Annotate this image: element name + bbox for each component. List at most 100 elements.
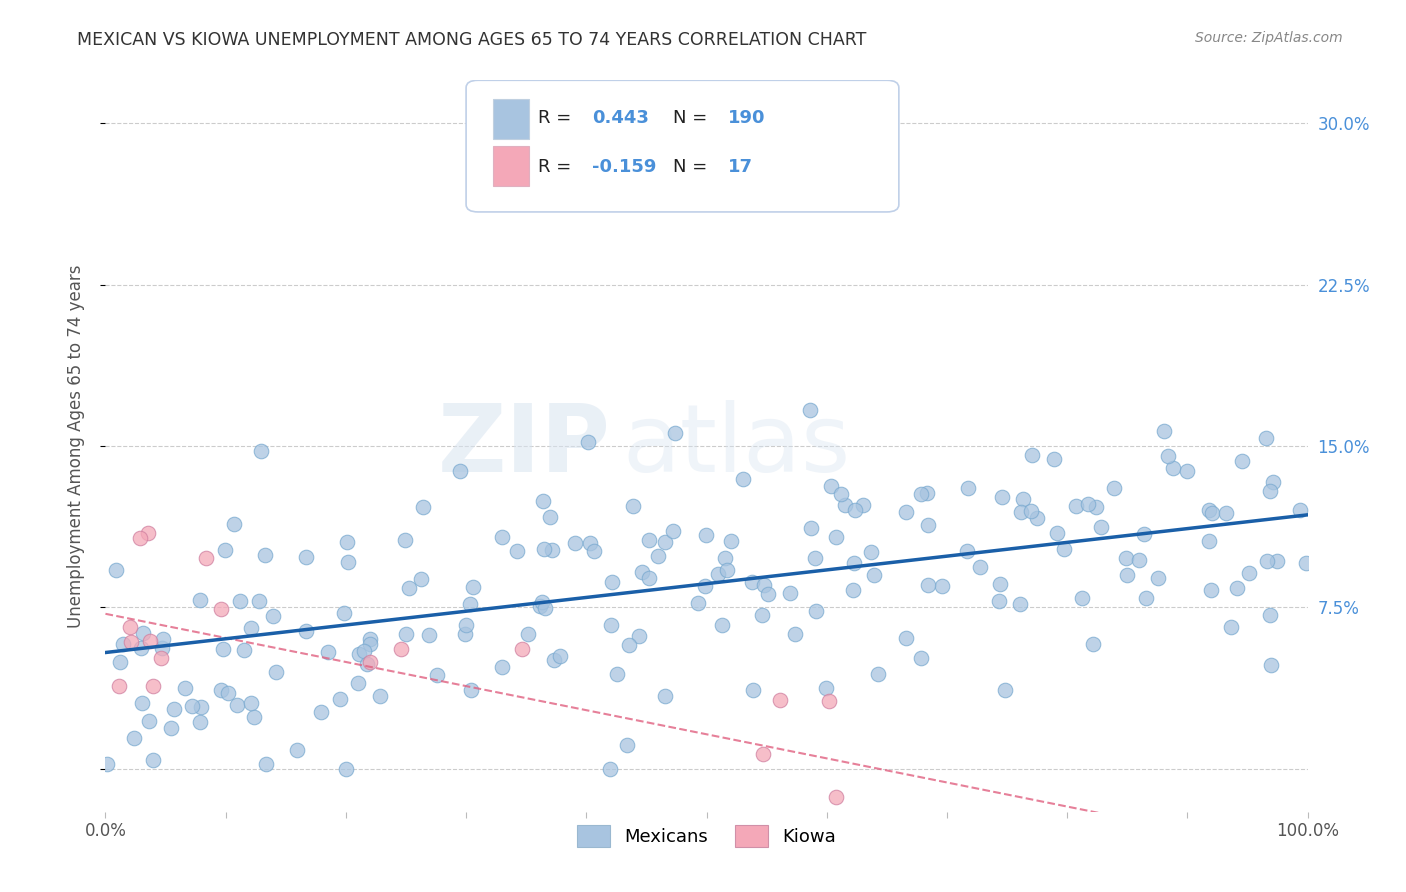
Point [150,641,173,656]
Point [356,657,378,672]
Point [1010,505,1032,519]
Text: R =: R = [538,158,578,176]
Point [1230,453,1253,467]
Point [804,604,827,618]
Point [720,534,742,549]
Point [688,596,710,610]
Point [142,679,165,693]
Point [173,681,195,695]
Point [418,627,440,641]
Point [1090,519,1112,533]
Point [768,692,790,706]
Point [654,689,676,703]
Point [1215,506,1237,520]
Point [1237,566,1260,580]
Text: N =: N = [673,158,718,176]
Point [1043,451,1066,466]
Point [1083,637,1105,651]
Point [398,581,420,595]
Point [1175,465,1198,479]
Point [129,641,152,656]
Point [600,575,623,590]
Point [359,637,381,651]
Point [714,551,737,566]
Point [209,602,232,616]
Point [1053,541,1076,556]
Point [994,683,1017,698]
Point [695,528,717,542]
Text: 190: 190 [728,110,766,128]
Point [533,601,555,615]
Point [662,524,685,538]
Point [531,595,554,609]
Point [190,715,212,730]
Point [409,572,432,586]
Point [159,721,181,735]
Point [195,550,218,565]
Point [751,607,773,622]
Point [138,714,160,728]
Point [254,757,277,772]
Point [1135,591,1157,606]
Point [1025,511,1047,525]
Point [240,621,263,635]
Legend: Mexicans, Kiowa: Mexicans, Kiowa [569,817,844,854]
FancyBboxPatch shape [467,80,898,212]
Text: 17: 17 [728,158,754,176]
Point [336,555,359,569]
Point [222,516,245,531]
Point [799,403,821,417]
Text: atlas: atlas [623,400,851,492]
Point [240,696,263,710]
Point [212,641,235,656]
Point [716,563,738,577]
Point [957,482,980,496]
Text: ZIP: ZIP [437,400,610,492]
Point [129,532,152,546]
Point [1295,556,1317,570]
Point [990,491,1012,505]
Point [229,593,252,607]
Point [617,638,640,652]
Point [710,618,733,632]
Point [1070,591,1092,606]
Point [599,762,621,776]
Point [956,543,979,558]
Point [1161,460,1184,475]
Point [249,443,271,458]
Text: Source: ZipAtlas.com: Source: ZipAtlas.com [1195,31,1343,45]
Point [463,580,485,594]
Point [217,686,239,700]
Point [1260,483,1282,498]
Text: MEXICAN VS KIOWA UNEMPLOYMENT AMONG AGES 65 TO 74 YEARS CORRELATION CHART: MEXICAN VS KIOWA UNEMPLOYMENT AMONG AGES… [77,31,866,49]
Point [1261,475,1284,489]
Point [894,631,917,645]
Point [543,653,565,667]
Point [253,548,276,562]
Point [841,582,863,597]
Point [628,629,651,643]
Point [1084,500,1107,514]
Point [335,762,357,776]
Point [990,577,1012,591]
Point [638,533,661,548]
Point [1220,620,1243,634]
Point [309,705,332,719]
Point [637,571,659,585]
Point [533,493,555,508]
Point [285,743,308,757]
Point [353,644,375,658]
Point [785,626,807,640]
Point [1008,597,1031,611]
Point [120,635,142,649]
Point [540,542,562,557]
Point [1256,554,1278,568]
Point [834,498,856,512]
Point [1256,431,1278,445]
Point [1021,448,1043,462]
Point [621,499,644,513]
Point [262,608,284,623]
Point [131,626,153,640]
Point [1128,553,1150,567]
Point [814,681,837,695]
